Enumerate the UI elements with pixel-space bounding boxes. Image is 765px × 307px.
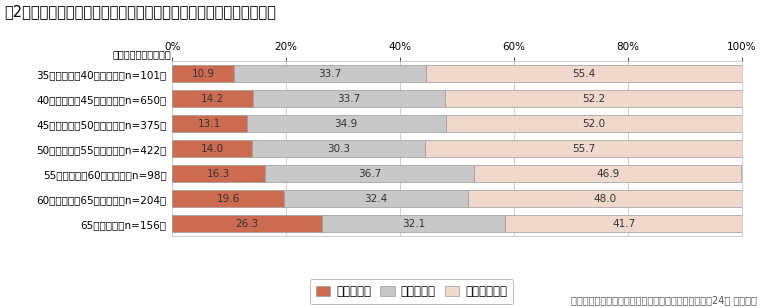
Bar	[172, 165, 265, 182]
Text: 30.3: 30.3	[327, 144, 350, 154]
Text: 52.2: 52.2	[582, 94, 605, 104]
Bar	[253, 90, 445, 107]
Bar	[172, 216, 322, 232]
Bar	[172, 65, 234, 82]
Text: 33.7: 33.7	[337, 94, 361, 104]
Text: 13.1: 13.1	[198, 119, 221, 129]
Text: 26.3: 26.3	[236, 219, 259, 229]
Bar	[322, 216, 505, 232]
Text: 46.9: 46.9	[596, 169, 620, 179]
Text: 図2　男性自身が仕事をやめたいと思ったこと（男性の労働時間別）: 図2 男性自身が仕事をやめたいと思ったこと（男性の労働時間別）	[4, 5, 275, 20]
Bar	[234, 65, 426, 82]
Bar	[425, 140, 742, 157]
Text: 41.7: 41.7	[612, 219, 636, 229]
Bar	[474, 165, 741, 182]
Text: 32.4: 32.4	[365, 194, 388, 204]
Bar	[445, 90, 743, 107]
Text: 男性にとっての男女共同参画に関する意識調査（平成24年 内閣府）: 男性にとっての男女共同参画に関する意識調査（平成24年 内閣府）	[571, 295, 757, 305]
Text: 48.0: 48.0	[594, 194, 617, 204]
Text: 34.9: 34.9	[334, 119, 358, 129]
Text: 36.7: 36.7	[358, 169, 381, 179]
Text: 10.9: 10.9	[191, 69, 215, 79]
Text: 55.4: 55.4	[572, 69, 596, 79]
Bar	[468, 190, 742, 208]
Text: 14.0: 14.0	[200, 144, 223, 154]
Bar	[505, 216, 743, 232]
Bar	[446, 115, 742, 132]
Text: 【男性の労働時間別】: 【男性の労働時間別】	[112, 49, 171, 59]
Text: 32.1: 32.1	[402, 219, 425, 229]
Bar	[172, 190, 284, 208]
Text: 19.6: 19.6	[216, 194, 239, 204]
Bar	[247, 115, 446, 132]
Text: 33.7: 33.7	[319, 69, 342, 79]
Bar	[172, 115, 247, 132]
Text: 52.0: 52.0	[582, 119, 605, 129]
Text: 55.7: 55.7	[571, 144, 595, 154]
Bar	[172, 140, 252, 157]
Text: 16.3: 16.3	[207, 169, 230, 179]
Bar	[284, 190, 468, 208]
Bar	[172, 90, 253, 107]
Bar	[252, 140, 425, 157]
Bar	[265, 165, 474, 182]
Bar	[426, 65, 742, 82]
Text: 14.2: 14.2	[201, 94, 224, 104]
Legend: よくあった, 少しあった, 全くなかった: よくあった, 少しあった, 全くなかった	[310, 279, 513, 304]
